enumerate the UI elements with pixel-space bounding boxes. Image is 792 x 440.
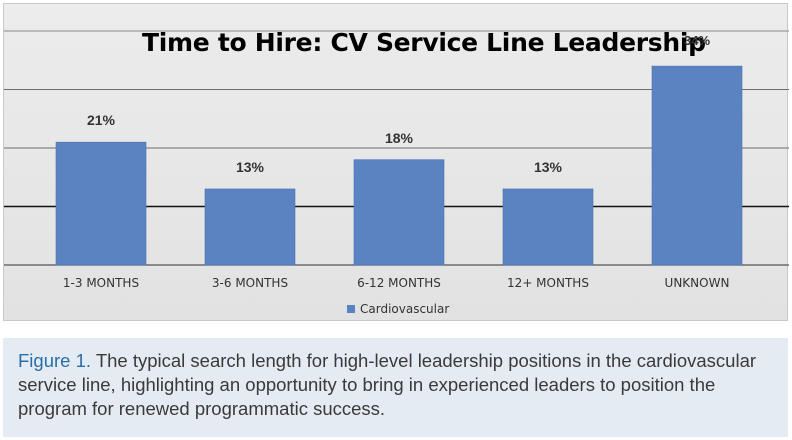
chart-panel: Time to Hire: CV Service Line Leadership… (3, 3, 789, 321)
data-label: 18% (384, 129, 414, 146)
x-tick-label: 3-6 MONTHS (211, 276, 289, 290)
caption-text: The typical search length for high-level… (18, 350, 757, 419)
bar-1-3-months (55, 141, 147, 266)
bar-unknown (651, 65, 743, 266)
bar-6-12-months (353, 159, 445, 266)
x-tick-label: 1-3 MONTHS (62, 276, 140, 290)
x-tick-label: 6-12 MONTHS (357, 276, 441, 290)
legend-swatch (347, 305, 355, 313)
data-label: 13% (235, 158, 265, 175)
x-tick-label: 12+ MONTHS (507, 276, 589, 290)
x-tick-label: UNKNOWN (664, 276, 730, 290)
chart-plot (4, 30, 789, 266)
caption-label: Figure 1. (18, 350, 92, 371)
chart-title: Time to Hire: CV Service Line Leadership (142, 28, 706, 57)
data-label: 13% (533, 158, 563, 175)
bar-12-months (502, 188, 594, 266)
data-label: 34% (683, 33, 711, 48)
bar-3-6-months (204, 188, 296, 266)
data-label: 21% (86, 112, 116, 129)
legend: Cardiovascular (347, 302, 449, 316)
figure-caption: Figure 1. The typical search length for … (3, 338, 788, 437)
legend-label: Cardiovascular (360, 302, 450, 316)
